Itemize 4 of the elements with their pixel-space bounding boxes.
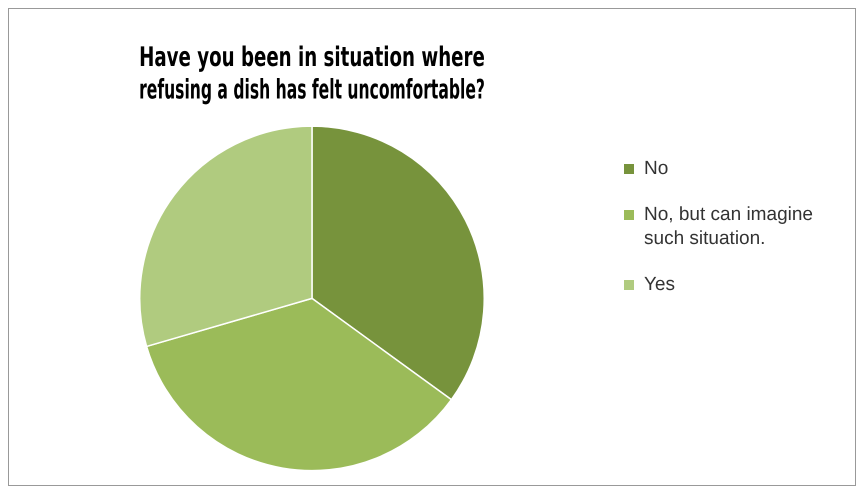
legend-label: Yes: [644, 273, 675, 297]
legend-label: No: [644, 157, 668, 181]
chart-title: Have you been in situation where refusing a dish has felt uncomfortable?: [139, 42, 485, 106]
legend-label: No, but can imagine such situation.: [644, 203, 814, 251]
